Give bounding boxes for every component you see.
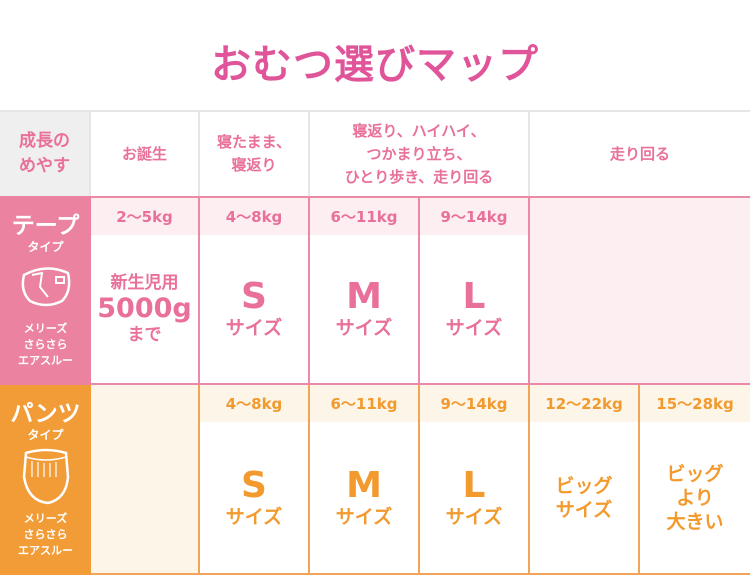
growth-label-header: 成長の めやす xyxy=(0,110,91,196)
stage-running: 走り回る xyxy=(530,110,750,196)
pants-big-cell: 12〜22kg ビッグ サイズ xyxy=(530,385,640,575)
size-suffix: サイズ xyxy=(445,505,503,528)
pants-diaper-icon xyxy=(22,448,69,505)
stage-text: 寝返り、ハイハイ、 xyxy=(352,121,486,140)
type-suffix: タイプ xyxy=(27,428,64,442)
size-suffix: サイズ xyxy=(445,317,503,339)
stage-birth: お誕生 xyxy=(91,110,200,196)
tape-type-label: テープ タイプ メリーズ さらさら エアスルー xyxy=(0,196,91,385)
weight-range: 12〜22kg xyxy=(530,385,638,422)
size-text: ビッグ xyxy=(666,462,724,485)
size-letter: S xyxy=(241,276,267,317)
stage-text: つかまり立ち、 xyxy=(366,144,472,163)
header-text: 成長の xyxy=(19,131,70,151)
weight-range: 4〜8kg xyxy=(200,198,308,235)
size-text: 大きい xyxy=(666,510,724,533)
brand-text: メリーズ xyxy=(23,321,68,335)
page-title: おむつ選びマップ xyxy=(211,42,539,88)
size-suffix: サイズ xyxy=(335,317,393,339)
stage-lying: 寝たまま、 寝返り xyxy=(200,110,310,196)
stage-text: 寝たまま、 xyxy=(217,133,291,151)
header-text: めやす xyxy=(19,156,70,176)
pants-m-cell: 6〜11kg M サイズ xyxy=(310,385,420,575)
pants-s-cell: 4〜8kg S サイズ xyxy=(200,385,310,575)
size-suffix: サイズ xyxy=(225,317,283,339)
brand-text: さらさら xyxy=(23,528,68,541)
size-text: ビッグ xyxy=(555,474,613,497)
weight-range: 4〜8kg xyxy=(200,385,308,422)
weight-range: 15〜28kg xyxy=(640,385,750,422)
size-letter: M xyxy=(346,276,382,317)
stage-text: ひとり歩き、走り回る xyxy=(344,167,494,186)
tape-diaper-icon xyxy=(21,266,70,306)
pants-bigger-cell: 15〜28kg ビッグ より 大きい xyxy=(640,385,750,575)
tape-s-cell: 4〜8kg S サイズ xyxy=(200,196,310,385)
type-name: テープ xyxy=(11,212,80,239)
tape-m-cell: 6〜11kg M サイズ xyxy=(310,196,420,385)
size-letter: M xyxy=(346,464,382,506)
stage-crawling: 寝返り、ハイハイ、 つかまり立ち、ひとり歩き、走り回る xyxy=(310,110,530,196)
stage-text: お誕生 xyxy=(121,144,167,163)
size-letter: L xyxy=(462,464,486,506)
size-suffix: サイズ xyxy=(225,505,283,528)
tape-l-cell: 9〜14kg L サイズ xyxy=(420,196,530,385)
size-text: 新生児用 xyxy=(110,273,179,293)
pants-type-label: パンツ タイプ メリーズ さらさら エアスルー xyxy=(0,385,91,575)
stage-text: 寝返り xyxy=(231,156,277,174)
size-text: まで xyxy=(127,325,162,345)
size-suffix: サイズ xyxy=(335,505,393,528)
stage-text: 走り回る xyxy=(609,144,670,163)
type-suffix: タイプ xyxy=(27,239,64,254)
tape-newborn-cell: 2〜5kg 新生児用 5000g まで xyxy=(91,196,200,385)
size-letter: S xyxy=(241,464,267,506)
brand-text: メリーズ xyxy=(23,512,68,525)
weight-range: 6〜11kg xyxy=(310,385,418,422)
tape-empty-cell xyxy=(530,196,750,385)
brand-text: エアスルー xyxy=(18,544,73,557)
size-text: サイズ xyxy=(555,498,613,521)
weight-range: 9〜14kg xyxy=(420,198,528,235)
brand-text: エアスルー xyxy=(18,353,73,367)
type-name: パンツ xyxy=(10,401,81,427)
pants-l-cell: 9〜14kg L サイズ xyxy=(420,385,530,575)
pants-empty-cell xyxy=(91,385,200,575)
size-text: より xyxy=(676,486,714,509)
size-letter: L xyxy=(462,276,486,317)
weight-range: 6〜11kg xyxy=(310,198,418,235)
weight-range: 2〜5kg xyxy=(91,198,198,235)
size-text: 5000g xyxy=(97,293,192,324)
weight-range: 9〜14kg xyxy=(420,385,528,422)
brand-text: さらさら xyxy=(23,337,68,351)
